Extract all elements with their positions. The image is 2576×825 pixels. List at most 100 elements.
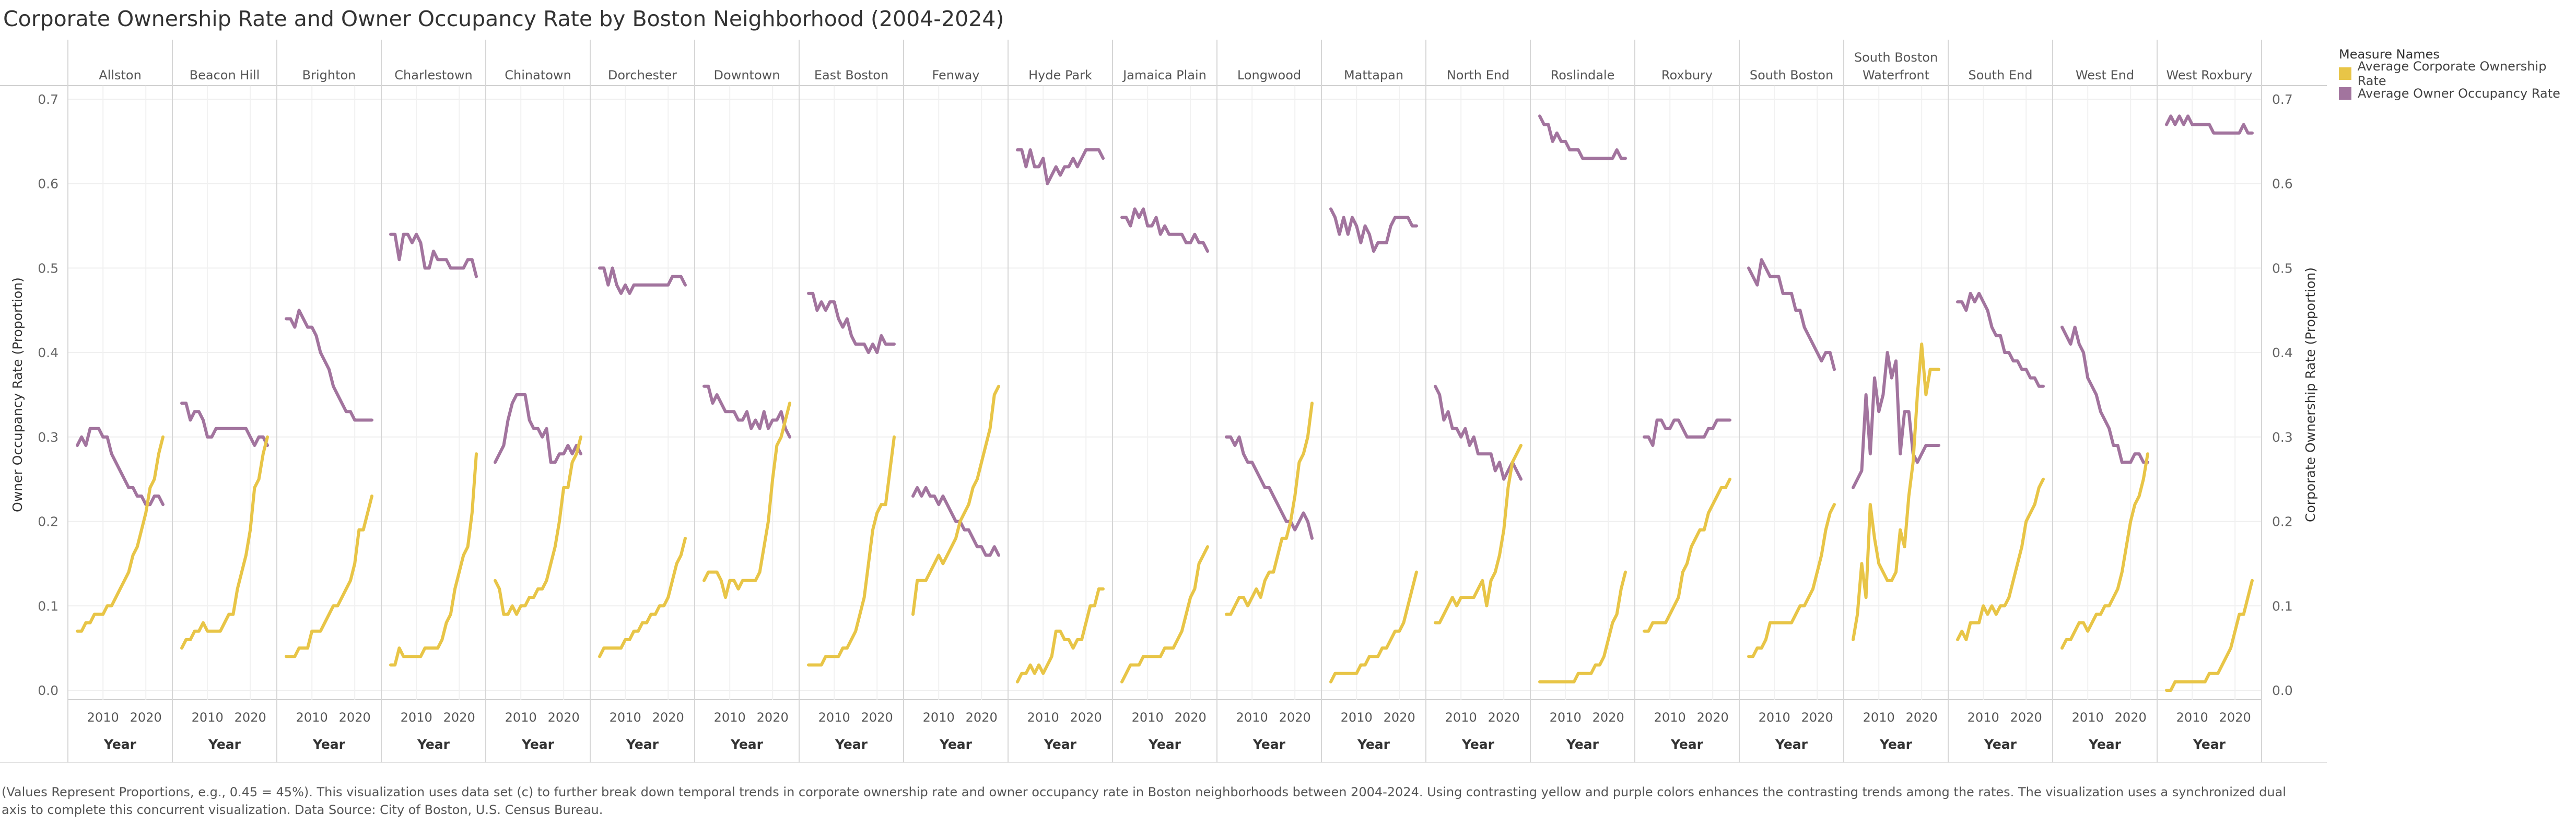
x-axis-title: Year [1984, 737, 2017, 752]
legend: Measure Names Average Corporate Ownershi… [2339, 47, 2576, 103]
panel-header: Mattapan [1344, 68, 1403, 82]
y-tick-label-left: 0.4 [38, 345, 58, 360]
y-tick-label-right: 0.0 [2272, 683, 2293, 698]
owner-occupancy-line [1329, 207, 1418, 253]
panel-header: South Boston [1750, 68, 1833, 82]
corporate-ownership-line [702, 402, 791, 599]
y-tick-label-left: 0.6 [38, 176, 58, 192]
legend-swatch-occupancy [2339, 87, 2351, 100]
x-axis-title: Year [103, 737, 137, 752]
owner-occupancy-line [2060, 325, 2149, 464]
owner-occupancy-line [285, 309, 373, 422]
corporate-ownership-line [494, 435, 582, 616]
panel-header: Brighton [302, 68, 356, 82]
owner-occupancy-line [1120, 207, 1209, 253]
chart-title: Corporate Ownership Rate and Owner Occup… [3, 6, 1004, 31]
x-axis-title: Year [1566, 737, 1599, 752]
corporate-ownership-line [1329, 570, 1418, 683]
x-tick-label: 2020 [861, 710, 893, 725]
y-axis-title-right: Corporate Ownership Rate (Proportion) [2303, 267, 2318, 522]
x-tick-label: 2020 [1384, 710, 1415, 725]
x-tick-label: 2010 [87, 710, 119, 725]
x-tick-label: 2010 [1863, 710, 1895, 725]
owner-occupancy-line [1747, 258, 1836, 371]
x-tick-label: 2010 [818, 710, 850, 725]
corporate-ownership-line [1852, 343, 1940, 641]
panel-header: West Roxbury [2167, 68, 2253, 82]
x-tick-label: 2020 [235, 710, 266, 725]
owner-occupancy-line [1225, 435, 1314, 540]
x-tick-label: 2020 [1906, 710, 1938, 725]
corporate-ownership-line [1434, 444, 1523, 624]
x-axis-title: Year [1252, 737, 1286, 752]
x-axis-title: Year [1461, 737, 1495, 752]
x-tick-label: 2010 [192, 710, 224, 725]
x-axis-title: Year [1148, 737, 1181, 752]
panel-header: Jamaica Plain [1122, 68, 1207, 82]
owner-occupancy-line [1956, 291, 2045, 388]
panel-header: Beacon Hill [190, 68, 260, 82]
x-axis-title: Year [939, 737, 973, 752]
x-tick-label: 2020 [966, 710, 998, 725]
corporate-ownership-line [1538, 570, 1627, 683]
x-tick-label: 2010 [1759, 710, 1790, 725]
x-axis-title: Year [730, 737, 764, 752]
owner-occupancy-line [1016, 148, 1105, 185]
panel-header: Hyde Park [1028, 68, 1092, 82]
x-axis-title: Year [1775, 737, 1808, 752]
y-tick-label-left: 0.3 [38, 430, 58, 445]
x-tick-label: 2010 [296, 710, 328, 725]
corporate-ownership-line [285, 494, 373, 658]
owner-occupancy-line [1852, 351, 1940, 489]
x-axis-title: Year [1357, 737, 1390, 752]
x-tick-label: 2010 [923, 710, 955, 725]
panel-header: East Boston [814, 68, 888, 82]
x-tick-label: 2020 [2010, 710, 2042, 725]
panel-header: Downtown [714, 68, 780, 82]
x-tick-label: 2010 [2072, 710, 2104, 725]
owner-occupancy-line [1538, 114, 1627, 160]
corporate-ownership-line [2060, 452, 2149, 650]
x-tick-label: 2020 [1279, 710, 1311, 725]
y-tick-label-right: 0.6 [2272, 176, 2293, 192]
owner-occupancy-line [807, 291, 896, 355]
y-tick-label-right: 0.1 [2272, 598, 2293, 614]
x-tick-label: 2010 [1654, 710, 1686, 725]
x-tick-label: 2010 [1027, 710, 1059, 725]
x-tick-label: 2020 [2115, 710, 2147, 725]
x-axis-title: Year [312, 737, 346, 752]
x-tick-label: 2020 [1070, 710, 1102, 725]
x-axis-title: Year [208, 737, 241, 752]
x-tick-label: 2010 [1445, 710, 1477, 725]
legend-item-occupancy[interactable]: Average Owner Occupancy Rate [2339, 84, 2576, 103]
corporate-ownership-line [389, 452, 478, 667]
panel-header-line1: South Boston [1854, 50, 1938, 65]
owner-occupancy-line [598, 266, 687, 295]
panel-header: Fenway [932, 68, 979, 82]
panel-header: West End [2076, 68, 2134, 82]
x-tick-label: 2010 [401, 710, 432, 725]
legend-item-corporate[interactable]: Average Corporate Ownership Rate [2339, 59, 2576, 88]
corporate-ownership-line [911, 384, 1000, 616]
corporate-ownership-line [807, 435, 896, 667]
owner-occupancy-line [702, 384, 791, 439]
owner-occupancy-line [1434, 384, 1523, 481]
panel-header: Roxbury [1661, 68, 1713, 82]
corporate-ownership-line [1120, 545, 1209, 683]
y-tick-label-left: 0.5 [38, 261, 58, 276]
owner-occupancy-line [1643, 418, 1731, 447]
panel-header: North End [1447, 68, 1509, 82]
y-tick-label-left: 0.7 [38, 92, 58, 107]
panel-header: Longwood [1237, 68, 1301, 82]
corporate-ownership-line [1643, 477, 1731, 633]
panel-header: Roslindale [1551, 68, 1615, 82]
x-tick-label: 2020 [1697, 710, 1729, 725]
x-tick-label: 2020 [1801, 710, 1833, 725]
x-tick-label: 2010 [2176, 710, 2208, 725]
x-tick-label: 2020 [1175, 710, 1207, 725]
x-tick-label: 2020 [757, 710, 789, 725]
y-tick-label-right: 0.4 [2272, 345, 2293, 360]
x-axis-title: Year [521, 737, 555, 752]
y-tick-label-left: 0.1 [38, 598, 58, 614]
legend-label-occupancy: Average Owner Occupancy Rate [2358, 86, 2560, 101]
